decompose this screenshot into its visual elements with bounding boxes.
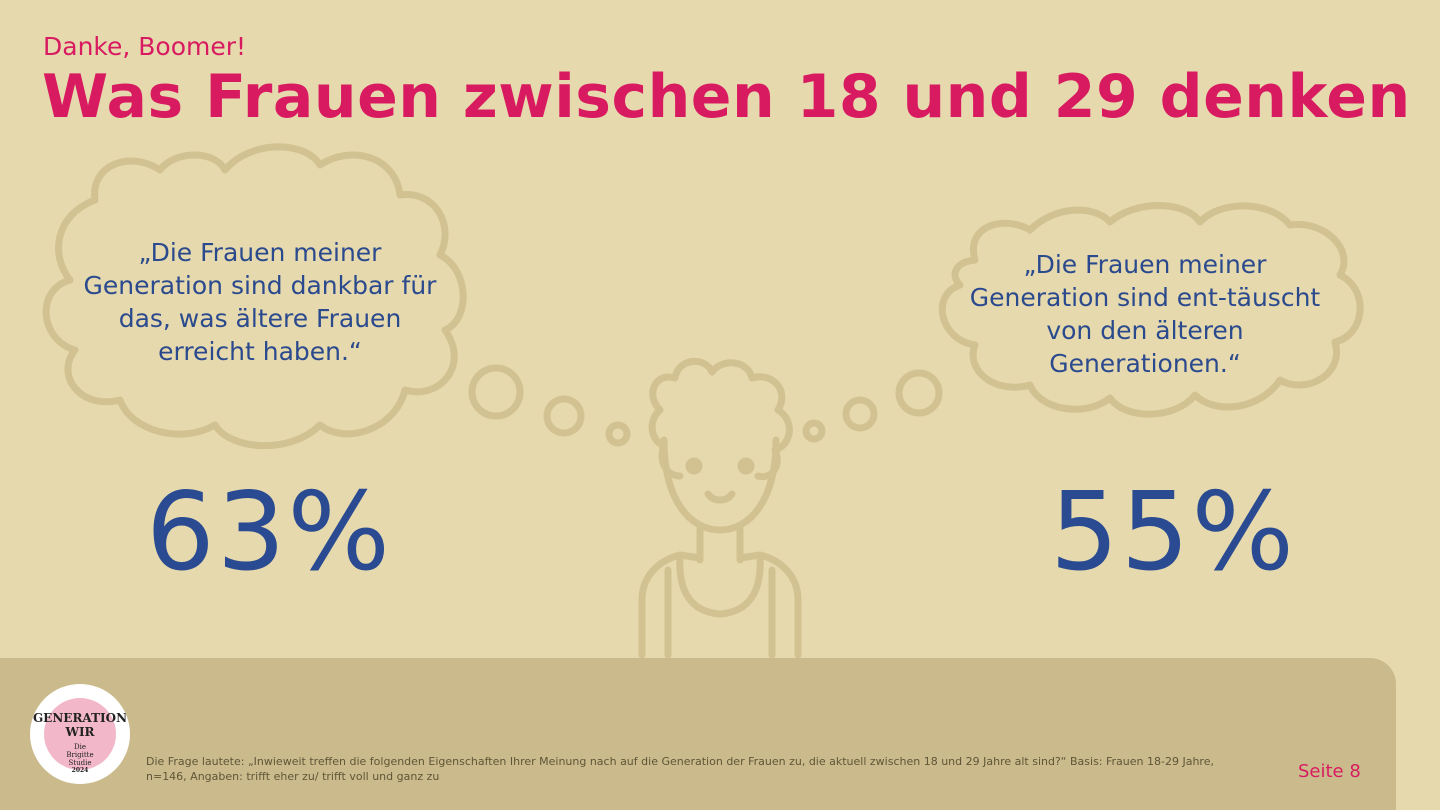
quote-left: „Die Frauen meiner Generation sind dankb… (83, 238, 437, 366)
logo-line-3: Die (74, 743, 86, 751)
logo-line-5: Studie (68, 759, 92, 767)
kicker: Danke, Boomer! (43, 32, 247, 61)
percentage-right: 55% (1050, 470, 1297, 595)
logo-brush-circle (44, 698, 116, 770)
footer-band (0, 658, 1396, 810)
thought-cloud-left-icon (42, 143, 467, 450)
thought-bubble-medium-right (842, 396, 878, 432)
thought-cloud-right-icon (938, 202, 1364, 418)
thought-bubble-small-right (802, 419, 826, 443)
quote-right: „Die Frauen meiner Generation sind ent-t… (969, 250, 1321, 378)
page-number: Seite 8 (1298, 761, 1361, 782)
logo-line-4: Brigitte (66, 751, 94, 759)
logo-line-2: WIR (65, 725, 95, 739)
logo-line-1: GENERATION (32, 711, 128, 725)
thought-bubble-large-left (468, 364, 524, 420)
thought-bubble-large-right (895, 369, 943, 417)
footnote: Die Frage lautete: „Inwieweit treffen di… (146, 755, 1214, 783)
logo-line-6: 2024 (71, 767, 89, 774)
thought-bubble-small-left (605, 421, 631, 447)
page-title: Was Frauen zwischen 18 und 29 denken (42, 62, 1411, 132)
woman-illustration-icon (638, 357, 802, 659)
generation-wir-logo: GENERATION WIR Die Brigitte Studie 2024 (30, 684, 130, 784)
thought-bubble-medium-left (543, 395, 585, 437)
percentage-left: 63% (146, 470, 393, 595)
